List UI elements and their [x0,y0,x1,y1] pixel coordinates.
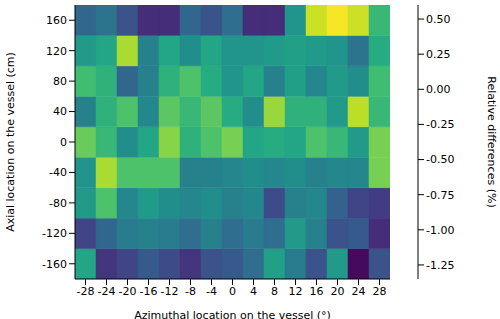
svg-text:12: 12 [289,285,303,298]
svg-text:-40: -40 [49,166,67,179]
svg-text:-160: -160 [42,258,67,271]
svg-text:Azimuthal location on the vess: Azimuthal location on the vessel (°) [134,309,331,319]
svg-text:80: 80 [53,75,67,88]
svg-text:4: 4 [250,285,257,298]
svg-text:-16: -16 [140,285,158,298]
svg-text:-0.25: -0.25 [426,118,454,131]
svg-text:-1.25: -1.25 [426,259,454,272]
svg-text:0.25: 0.25 [426,48,451,61]
svg-text:28: 28 [373,285,387,298]
svg-text:Axial location on the vessel (: Axial location on the vessel (cm) [8,52,17,232]
svg-text:8: 8 [271,285,278,298]
svg-text:-120: -120 [42,227,67,240]
svg-text:20: 20 [331,285,345,298]
svg-text:-4: -4 [206,285,217,298]
svg-text:0.50: 0.50 [426,13,451,26]
svg-text:0: 0 [229,285,236,298]
svg-text:Relative differences (%): Relative differences (%) [485,76,492,207]
svg-text:-1.00: -1.00 [426,224,454,237]
svg-text:16: 16 [310,285,324,298]
svg-text:-8: -8 [185,285,196,298]
svg-text:160: 160 [46,14,67,27]
svg-text:120: 120 [46,45,67,58]
svg-text:-12: -12 [161,285,179,298]
svg-text:-0.75: -0.75 [426,189,454,202]
svg-text:0: 0 [60,136,67,149]
svg-text:-24: -24 [98,285,116,298]
svg-text:-28: -28 [77,285,95,298]
svg-text:0.00: 0.00 [426,83,451,96]
svg-text:-80: -80 [49,197,67,210]
svg-text:40: 40 [53,105,67,118]
svg-text:24: 24 [352,285,366,298]
svg-text:-20: -20 [119,285,137,298]
svg-text:-0.50: -0.50 [426,153,454,166]
